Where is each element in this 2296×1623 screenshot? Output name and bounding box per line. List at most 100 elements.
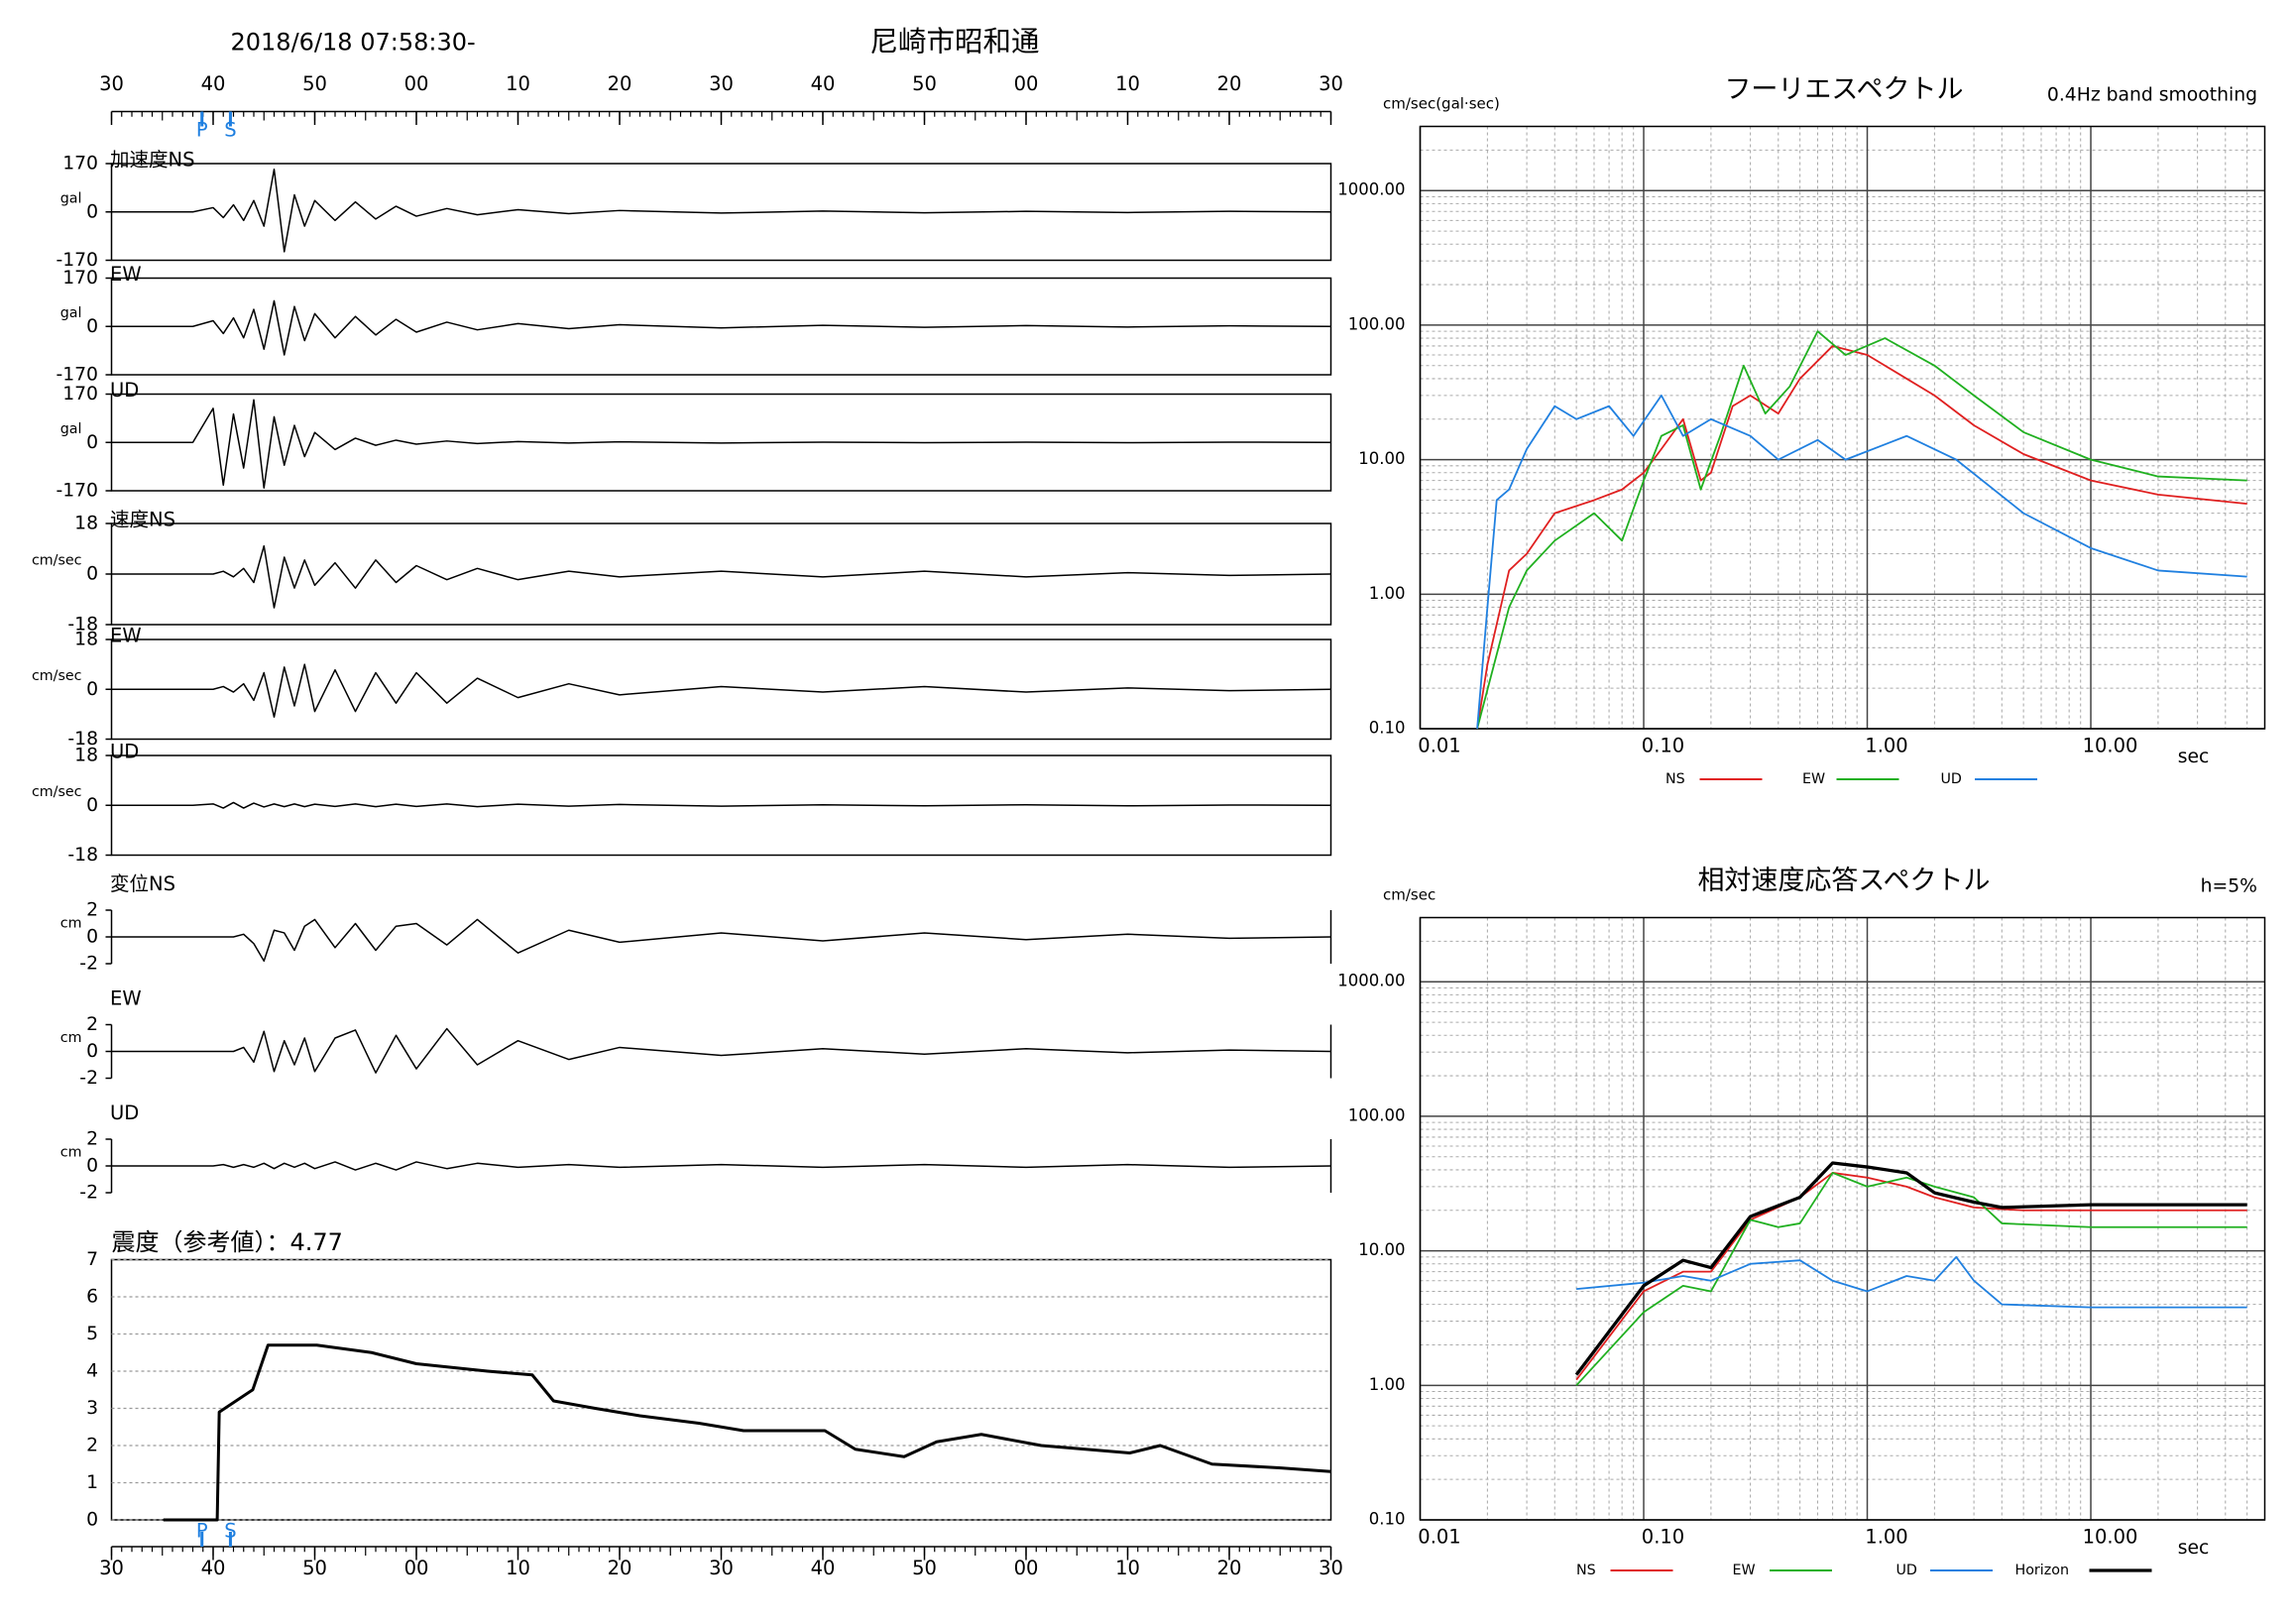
x-tick-label: 1.00 [1865, 1526, 1907, 1549]
y-tick-label: 0 [86, 927, 98, 948]
x-tick-label: 00 [404, 1557, 429, 1579]
y-tick-label: -18 [67, 845, 98, 866]
y-tick-label: -18 [67, 615, 98, 636]
panel-label: 変位NS [110, 872, 175, 895]
legend-label: EW [1802, 771, 1825, 787]
x-tick-label: 20 [1217, 72, 1242, 95]
y-tick-label: 100.00 [1348, 1105, 1406, 1124]
y-tick-label: 1 [86, 1472, 98, 1493]
spectrum-line [1574, 1161, 2247, 1376]
x-axis-label: sec [2178, 747, 2210, 767]
panel-label: EW [110, 625, 142, 647]
y-tick-label: 0 [86, 1156, 98, 1177]
panel-label: EW [110, 987, 142, 1010]
legend-label: EW [1733, 1563, 1756, 1578]
unit-label: cm/sec [32, 553, 82, 569]
y-tick-label: 0 [86, 679, 98, 700]
y-tick-label: -170 [56, 250, 98, 271]
trace [163, 1343, 1331, 1522]
trace [111, 399, 1331, 489]
x-tick-label: 00 [404, 72, 429, 95]
x-axis-label: sec [2178, 1538, 2210, 1559]
y-tick-label: 10.00 [1358, 1240, 1405, 1259]
y-axis-label: cm/sec [1383, 886, 1435, 904]
x-tick-label: 1.00 [1865, 735, 1907, 757]
unit-label: cm [60, 916, 82, 932]
y-tick-label: 18 [74, 630, 98, 650]
y-tick-label: 0 [86, 316, 98, 337]
x-tick-label: 30 [1319, 1557, 1343, 1579]
x-tick-label: 40 [201, 1557, 226, 1579]
y-tick-label: 6 [86, 1287, 98, 1308]
trace [111, 544, 1331, 609]
x-tick-label: 30 [709, 1557, 734, 1579]
x-tick-label: 30 [99, 1557, 124, 1579]
panel-label: UD [110, 1101, 139, 1124]
chart-subtitle: h=5% [2201, 876, 2257, 897]
unit-label: gal [60, 421, 82, 437]
phase-label: S [224, 119, 236, 142]
station-name: 尼崎市昭和通 [869, 26, 1039, 58]
y-tick-label: 0 [86, 564, 98, 585]
x-tick-label: 40 [201, 72, 226, 95]
y-tick-label: 2 [86, 900, 98, 921]
chart-title: 震度（参考値）：4.77 [112, 1228, 343, 1256]
plot-box [1419, 916, 2266, 1521]
y-tick-label: 1.00 [1369, 1375, 1406, 1394]
y-tick-label: 2 [86, 1129, 98, 1150]
x-tick-label: 20 [608, 1557, 632, 1579]
y-axis-label: cm/sec(gal·sec) [1383, 95, 1500, 113]
x-tick-label: 20 [608, 72, 632, 95]
legend-label: UD [1941, 771, 1962, 787]
spectrum-line [1476, 345, 2247, 730]
x-tick-label: 40 [811, 1557, 836, 1579]
x-tick-label: 50 [302, 1557, 327, 1579]
unit-label: cm [60, 1145, 82, 1161]
panel-label: 加速度NS [110, 149, 194, 172]
x-tick-label: 30 [709, 72, 734, 95]
y-tick-label: -2 [79, 1183, 98, 1204]
legend-label: UD [1896, 1563, 1917, 1578]
y-tick-label: 0 [86, 432, 98, 453]
unit-label: cm [60, 1030, 82, 1046]
trace [111, 663, 1331, 718]
x-tick-label: 10 [1115, 1557, 1140, 1579]
y-tick-label: 0 [86, 1510, 98, 1531]
trace [111, 801, 1331, 809]
x-tick-label: 20 [1217, 1557, 1242, 1579]
y-tick-label: 170 [62, 384, 98, 405]
legend-label: NS [1665, 771, 1685, 787]
x-tick-label: 10.00 [2083, 735, 2138, 757]
spectrum-line [1575, 1172, 2247, 1386]
x-tick-label: 50 [912, 72, 937, 95]
y-tick-label: 10.00 [1358, 449, 1405, 468]
spectrum-line [1476, 330, 2247, 730]
y-tick-label: 3 [86, 1398, 98, 1419]
panel-label: UD [110, 741, 139, 763]
x-tick-label: 0.01 [1418, 735, 1460, 757]
y-tick-label: -2 [79, 954, 98, 975]
phase-label: S [224, 1520, 236, 1543]
trace [111, 1161, 1331, 1171]
chart-title: フーリエスペクトル [1724, 74, 1963, 105]
spectrum-line [1575, 1172, 2247, 1381]
chart-subtitle: 0.4Hz band smoothing [2047, 85, 2257, 106]
y-tick-label: 1.00 [1369, 584, 1406, 603]
x-tick-label: 30 [1319, 72, 1343, 95]
y-tick-label: 4 [86, 1361, 98, 1382]
y-tick-label: 18 [74, 746, 98, 766]
x-tick-label: 30 [99, 72, 124, 95]
unit-label: gal [60, 190, 82, 206]
y-tick-label: 2 [86, 1436, 98, 1456]
unit-label: cm/sec [32, 668, 82, 684]
spectrum-line [1576, 1255, 2247, 1309]
y-tick-label: 0.10 [1369, 1510, 1406, 1529]
y-tick-label: 0 [86, 1041, 98, 1062]
y-tick-label: 1000.00 [1337, 180, 1405, 199]
x-tick-label: 10 [1115, 72, 1140, 95]
phase-label: P [196, 119, 208, 142]
y-tick-label: 2 [86, 1014, 98, 1035]
x-tick-label: 50 [912, 1557, 937, 1579]
